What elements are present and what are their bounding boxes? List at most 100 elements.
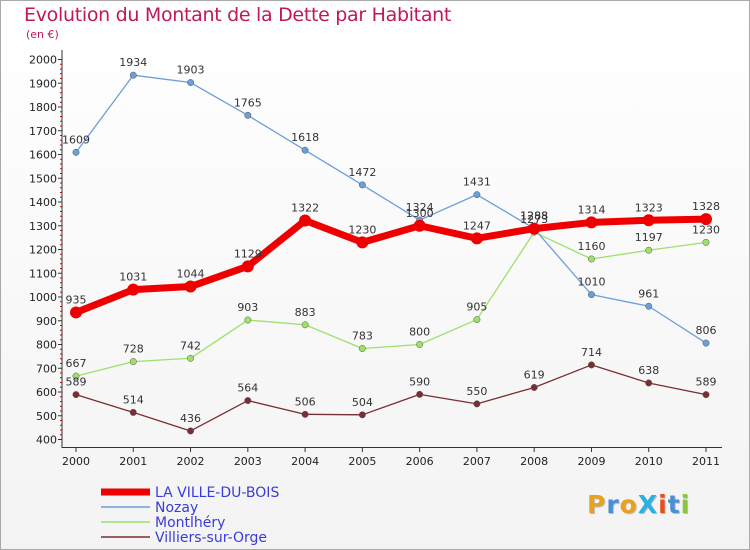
data-label: 1324 [406, 201, 434, 214]
data-label: 806 [696, 324, 717, 337]
y-tick-label: 1800 [29, 101, 57, 114]
y-tick-label: 1400 [29, 196, 57, 209]
data-label: 504 [352, 396, 373, 409]
data-label: 783 [352, 330, 373, 343]
data-point [588, 361, 595, 369]
y-tick-label: 1600 [29, 149, 57, 162]
x-tick-label: 2005 [348, 455, 376, 468]
data-point [244, 397, 252, 404]
data-point [585, 216, 598, 229]
data-point [70, 306, 82, 319]
y-tick-label: 1000 [29, 291, 57, 304]
data-label: 935 [66, 293, 87, 306]
data-label: 589 [696, 376, 717, 389]
data-label: 1010 [577, 276, 605, 289]
data-point [72, 372, 80, 380]
x-tick-label: 2008 [520, 455, 548, 468]
x-tick-label: 2010 [635, 455, 663, 468]
data-label: 436 [180, 412, 201, 425]
x-tick-label: 2003 [234, 455, 262, 468]
x-tick-label: 2004 [291, 455, 319, 468]
data-point [645, 379, 653, 387]
data-point [700, 213, 712, 226]
y-tick-label: 600 [36, 386, 57, 399]
series-line [75, 231, 707, 377]
legend-label: LA VILLE-DU-BOIS [155, 485, 279, 501]
data-label: 638 [638, 364, 659, 377]
data-point [358, 411, 366, 419]
legend-label: Montlhéry [155, 515, 225, 531]
data-point [187, 354, 194, 362]
data-label: 1472 [348, 166, 376, 179]
y-tick-label: 1200 [29, 244, 57, 257]
data-label: 1160 [577, 240, 605, 253]
data-label: 800 [409, 326, 430, 339]
data-point [301, 321, 309, 329]
data-label: 1230 [692, 223, 720, 236]
data-label: 1197 [635, 231, 663, 244]
chart-subtitle: (en €) [26, 28, 59, 41]
data-point [413, 219, 426, 232]
y-tick-label: 2000 [29, 54, 57, 67]
data-label: 1129 [234, 247, 262, 260]
data-label: 1300 [406, 207, 434, 220]
data-point [301, 410, 309, 418]
data-point [129, 71, 137, 79]
data-point [702, 339, 710, 347]
y-tick-label: 1100 [29, 267, 57, 280]
data-point [473, 191, 481, 199]
data-label: 1431 [463, 176, 491, 189]
data-label: 590 [409, 375, 430, 388]
data-label: 728 [123, 343, 144, 356]
data-label: 1609 [62, 133, 90, 146]
data-label: 1031 [119, 271, 147, 284]
data-label: 589 [66, 376, 87, 389]
data-label: 961 [638, 287, 659, 300]
data-point [645, 302, 653, 310]
data-point [241, 260, 254, 273]
x-tick-label: 2009 [577, 455, 605, 468]
y-tick-label: 700 [36, 362, 57, 375]
data-point [528, 222, 541, 235]
data-point [301, 146, 309, 154]
data-point [470, 232, 483, 245]
data-point [530, 384, 538, 391]
chart-title: Evolution du Montant de la Dette par Hab… [24, 4, 452, 26]
data-point [416, 390, 424, 398]
x-tick-label: 2000 [62, 455, 90, 468]
data-point [184, 280, 197, 293]
data-label: 667 [66, 357, 87, 370]
data-point [129, 358, 137, 366]
data-label: 1323 [635, 201, 663, 214]
data-label: 1247 [463, 219, 491, 232]
data-label: 1618 [291, 131, 319, 144]
y-tick-label: 1900 [29, 77, 57, 90]
series-line [75, 364, 707, 432]
data-label: 1044 [177, 268, 205, 281]
data-point [129, 408, 137, 416]
data-label: 1322 [291, 202, 319, 215]
data-label: 742 [180, 339, 201, 352]
x-tick-label: 2002 [177, 455, 205, 468]
legend-label: Nozay [155, 500, 198, 516]
legend-label: Villiers-sur-Orge [155, 530, 267, 546]
data-label: 1288 [520, 210, 548, 223]
data-point [299, 214, 312, 227]
data-point [645, 246, 653, 254]
data-label: 506 [295, 395, 316, 408]
series-line [74, 215, 707, 316]
data-label: 714 [581, 346, 602, 359]
data-point [473, 316, 481, 324]
data-point [588, 291, 595, 299]
data-label: 905 [466, 301, 487, 314]
data-label: 1230 [348, 223, 376, 236]
data-label: 550 [466, 385, 487, 398]
data-label: 1328 [692, 200, 720, 213]
data-label: 1934 [119, 56, 147, 69]
data-label: 514 [123, 393, 144, 406]
series-line [75, 74, 707, 344]
data-label: 1288 [520, 210, 548, 223]
x-tick-label: 2011 [692, 455, 720, 468]
x-tick-label: 2006 [406, 455, 434, 468]
